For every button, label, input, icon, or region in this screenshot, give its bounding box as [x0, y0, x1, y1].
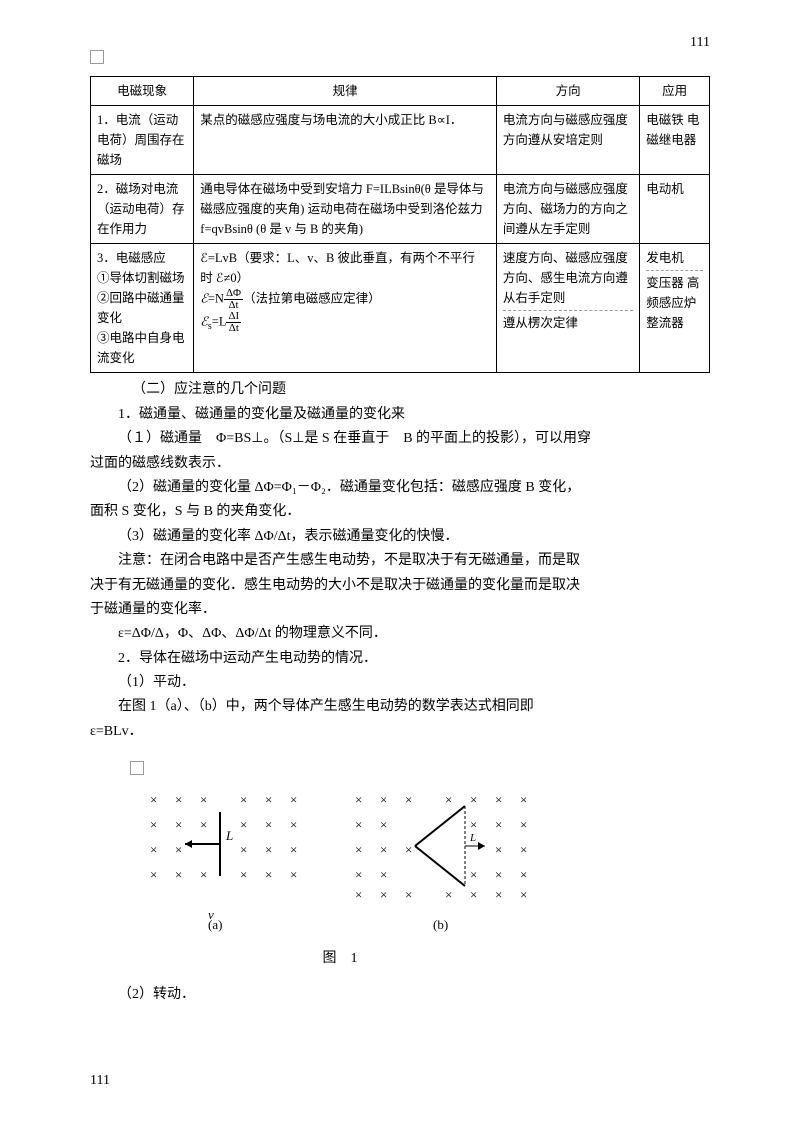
table-cell: 3．电磁感应 ①导体切割磁场 ②回路中磁通量变化 ③电路中自身电流变化 [91, 244, 194, 373]
body-text: 注意：在闭合电路中是否产生感生电动势，不是取决于有无磁通量，而是取 [90, 550, 710, 572]
table-cell: ℰ=LvB（要求：L、v、B 彼此垂直，有两个不平行 时 ℰ≠0） ℰ=NΔΦΔ… [194, 244, 497, 373]
svg-text:(b): (b) [433, 917, 448, 932]
svg-text:×: × [150, 817, 157, 832]
body-text: 2．导体在磁场中运动产生电动势的情况． [90, 648, 710, 670]
svg-text:×: × [355, 867, 362, 882]
svg-text:×: × [520, 792, 527, 807]
svg-text:×: × [175, 792, 182, 807]
svg-text:×: × [520, 887, 527, 902]
svg-text:×: × [265, 792, 272, 807]
body-text: （1）平动． [90, 672, 710, 694]
col-header: 应用 [640, 77, 710, 106]
page-number-bottom: 111 [90, 1070, 110, 1092]
table-cell: 电动机 [640, 175, 710, 244]
table-cell: 通电导体在磁场中受到安培力 F=ILBsinθ(θ 是导体与磁感应强度的夹角) … [194, 175, 497, 244]
svg-text:×: × [470, 817, 477, 832]
svg-text:×: × [200, 792, 207, 807]
svg-text:×: × [240, 817, 247, 832]
body-text: （二）应注意的几个问题 [90, 379, 710, 401]
svg-text:×: × [175, 842, 182, 857]
svg-text:×: × [405, 887, 412, 902]
svg-text:×: × [380, 817, 387, 832]
svg-text:×: × [470, 867, 477, 882]
svg-text:×: × [290, 792, 297, 807]
svg-text:×: × [380, 887, 387, 902]
col-header: 方向 [496, 77, 639, 106]
body-text: ε=BLv． [90, 721, 710, 743]
svg-text:(a): (a) [208, 917, 222, 932]
svg-text:×: × [520, 867, 527, 882]
table-cell: 电磁铁 电磁继电器 [640, 106, 710, 175]
svg-text:×: × [355, 887, 362, 902]
svg-text:×: × [495, 817, 502, 832]
body-text: 于磁通量的变化率． [90, 599, 710, 621]
svg-text:×: × [240, 867, 247, 882]
table-cell: 电流方向与磁感应强度方向遵从安培定则 [496, 106, 639, 175]
svg-text:×: × [470, 887, 477, 902]
svg-text:L: L [469, 832, 476, 844]
anchor-icon [130, 761, 144, 775]
body-text: 1．磁通量、磁通量的变化量及磁通量的变化来 [90, 404, 710, 426]
svg-text:×: × [495, 887, 502, 902]
svg-text:×: × [240, 842, 247, 857]
svg-text:×: × [150, 867, 157, 882]
svg-text:×: × [150, 792, 157, 807]
table-cell: 电流方向与磁感应强度方向、磁场力的方向之间遵从左手定则 [496, 175, 639, 244]
svg-text:×: × [495, 842, 502, 857]
svg-text:×: × [355, 817, 362, 832]
svg-text:×: × [290, 842, 297, 857]
physics-table: 电磁现象 规律 方向 应用 1．电流（运动电荷）周围存在磁场 某点的磁感应强度与… [90, 76, 710, 373]
svg-text:×: × [405, 792, 412, 807]
figure-1: ×××××× ×××××× ××××× ×××××× L v (a) ×××××… [130, 761, 710, 970]
svg-text:×: × [380, 867, 387, 882]
svg-text:×: × [150, 842, 157, 857]
svg-text:×: × [445, 792, 452, 807]
page-number-top: 111 [690, 32, 710, 54]
svg-text:×: × [175, 817, 182, 832]
body-text: （3）磁通量的变化率 ΔΦ/Δt，表示磁通量变化的快慢． [90, 526, 710, 548]
col-header: 电磁现象 [91, 77, 194, 106]
svg-text:×: × [520, 842, 527, 857]
svg-text:×: × [495, 867, 502, 882]
svg-text:×: × [405, 842, 412, 857]
svg-text:×: × [200, 817, 207, 832]
body-text: ε=ΔΦ/Δ，Φ、ΔΦ、ΔΦ/Δt 的物理意义不同． [90, 623, 710, 645]
anchor-icon [90, 50, 104, 64]
table-cell: 某点的磁感应强度与场电流的大小成正比 B∝I． [194, 106, 497, 175]
body-text: 在图 1（a）、（b）中，两个导体产生感生电动势的数学表达式相同即 [90, 696, 710, 718]
svg-text:×: × [265, 842, 272, 857]
svg-text:×: × [355, 792, 362, 807]
table-cell: 发电机 变压器 高频感应炉 整流器 [640, 244, 710, 373]
table-cell: 速度方向、磁感应强度方向、感生电流方向遵从右手定则 遵从楞次定律 [496, 244, 639, 373]
svg-text:×: × [175, 867, 182, 882]
body-text: （2）转动． [90, 984, 710, 1006]
table-cell: 1．电流（运动电荷）周围存在磁场 [91, 106, 194, 175]
svg-text:×: × [290, 817, 297, 832]
body-text: 决于有无磁通量的变化．感生电动势的大小不是取决于磁通量的变化量而是取决 [90, 575, 710, 597]
body-text: （2）磁通量的变化量 ΔΦ=Φ₁－Φ₂．磁通量变化包括：磁感应强度 B 变化， [90, 477, 710, 499]
svg-text:×: × [355, 842, 362, 857]
svg-text:×: × [265, 867, 272, 882]
body-text: 面积 S 变化，S 与 B 的夹角变化． [90, 501, 710, 523]
svg-text:×: × [240, 792, 247, 807]
svg-text:×: × [200, 867, 207, 882]
svg-text:×: × [380, 842, 387, 857]
figure-caption: 图 1 [130, 948, 550, 970]
svg-text:×: × [380, 792, 387, 807]
body-text: （１）磁通量 Φ=BS⊥。（S⊥是 S 在垂直于 B 的平面上的投影），可以用穿 [90, 428, 710, 450]
svg-text:×: × [495, 792, 502, 807]
svg-text:×: × [470, 792, 477, 807]
svg-text:L: L [225, 828, 233, 843]
table-cell: 2．磁场对电流（运动电荷）存在作用力 [91, 175, 194, 244]
svg-text:×: × [290, 867, 297, 882]
col-header: 规律 [194, 77, 497, 106]
svg-text:×: × [445, 887, 452, 902]
svg-text:×: × [520, 817, 527, 832]
svg-text:×: × [265, 817, 272, 832]
body-text: 过面的磁感线数表示． [90, 453, 710, 475]
